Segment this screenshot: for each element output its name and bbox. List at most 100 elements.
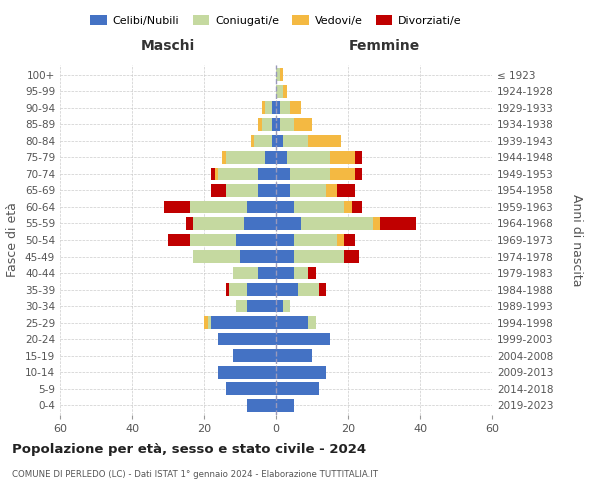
Bar bbox=[233, 266, 258, 280]
Bar bbox=[380, 217, 416, 230]
Bar bbox=[283, 300, 290, 312]
Bar bbox=[226, 151, 265, 164]
Bar bbox=[247, 200, 276, 213]
Bar bbox=[186, 217, 193, 230]
Bar bbox=[247, 300, 276, 312]
Bar bbox=[244, 217, 276, 230]
Bar bbox=[193, 250, 240, 263]
Bar bbox=[276, 85, 283, 98]
Bar bbox=[215, 168, 218, 180]
Bar bbox=[276, 332, 330, 345]
Bar bbox=[276, 316, 308, 329]
Bar bbox=[276, 184, 290, 197]
Bar bbox=[226, 184, 258, 197]
Bar bbox=[276, 349, 312, 362]
Bar bbox=[258, 266, 276, 280]
Bar bbox=[294, 250, 344, 263]
Bar bbox=[276, 250, 294, 263]
Bar bbox=[272, 102, 276, 114]
Bar bbox=[344, 234, 355, 246]
Bar bbox=[262, 102, 265, 114]
Bar bbox=[276, 200, 294, 213]
Bar bbox=[226, 283, 229, 296]
Bar bbox=[326, 184, 337, 197]
Bar bbox=[308, 134, 341, 147]
Bar bbox=[247, 283, 276, 296]
Bar bbox=[218, 366, 276, 378]
Bar bbox=[301, 217, 373, 230]
Bar bbox=[337, 184, 355, 197]
Bar bbox=[276, 102, 280, 114]
Bar bbox=[211, 184, 226, 197]
Text: Femmine: Femmine bbox=[349, 40, 419, 54]
Bar bbox=[276, 151, 287, 164]
Bar bbox=[276, 234, 294, 246]
Bar bbox=[290, 184, 326, 197]
Bar bbox=[344, 250, 359, 263]
Bar bbox=[290, 168, 330, 180]
Bar bbox=[330, 168, 355, 180]
Bar bbox=[211, 168, 215, 180]
Y-axis label: Fasce di età: Fasce di età bbox=[7, 202, 19, 278]
Bar bbox=[283, 85, 287, 98]
Bar bbox=[190, 234, 236, 246]
Bar bbox=[236, 300, 247, 312]
Bar bbox=[373, 217, 380, 230]
Bar bbox=[276, 300, 283, 312]
Bar bbox=[294, 200, 344, 213]
Bar bbox=[258, 118, 262, 131]
Bar bbox=[258, 168, 276, 180]
Bar bbox=[294, 234, 337, 246]
Bar bbox=[258, 184, 276, 197]
Bar bbox=[272, 134, 276, 147]
Bar bbox=[276, 168, 290, 180]
Bar bbox=[272, 118, 276, 131]
Text: Popolazione per età, sesso e stato civile - 2024: Popolazione per età, sesso e stato civil… bbox=[12, 442, 366, 456]
Bar bbox=[280, 118, 294, 131]
Bar bbox=[164, 200, 190, 213]
Bar bbox=[290, 102, 301, 114]
Text: COMUNE DI PERLEDO (LC) - Dati ISTAT 1° gennaio 2024 - Elaborazione TUTTITALIA.IT: COMUNE DI PERLEDO (LC) - Dati ISTAT 1° g… bbox=[12, 470, 378, 479]
Bar bbox=[276, 366, 326, 378]
Bar bbox=[337, 234, 344, 246]
Bar bbox=[355, 168, 362, 180]
Bar bbox=[190, 200, 247, 213]
Bar bbox=[294, 266, 308, 280]
Bar bbox=[193, 217, 244, 230]
Bar bbox=[355, 151, 362, 164]
Bar bbox=[208, 316, 211, 329]
Bar bbox=[276, 217, 301, 230]
Bar bbox=[276, 266, 294, 280]
Bar bbox=[308, 266, 316, 280]
Bar bbox=[226, 382, 276, 395]
Bar bbox=[247, 398, 276, 411]
Bar bbox=[283, 134, 308, 147]
Bar bbox=[254, 134, 272, 147]
Bar bbox=[280, 102, 290, 114]
Bar bbox=[276, 134, 283, 147]
Bar bbox=[211, 316, 276, 329]
Bar bbox=[308, 316, 316, 329]
Bar bbox=[352, 200, 362, 213]
Bar bbox=[218, 168, 258, 180]
Bar bbox=[218, 332, 276, 345]
Bar bbox=[262, 118, 272, 131]
Bar bbox=[319, 283, 326, 296]
Bar bbox=[265, 151, 276, 164]
Bar bbox=[240, 250, 276, 263]
Bar bbox=[276, 382, 319, 395]
Bar bbox=[251, 134, 254, 147]
Bar bbox=[168, 234, 190, 246]
Bar bbox=[233, 349, 276, 362]
Bar bbox=[276, 118, 280, 131]
Bar bbox=[287, 151, 330, 164]
Bar bbox=[330, 151, 355, 164]
Bar bbox=[298, 283, 319, 296]
Text: Maschi: Maschi bbox=[141, 40, 195, 54]
Bar bbox=[280, 68, 283, 82]
Legend: Celibi/Nubili, Coniugati/e, Vedovi/e, Divorziati/e: Celibi/Nubili, Coniugati/e, Vedovi/e, Di… bbox=[86, 10, 466, 30]
Bar bbox=[229, 283, 247, 296]
Bar bbox=[344, 200, 352, 213]
Y-axis label: Anni di nascita: Anni di nascita bbox=[570, 194, 583, 286]
Bar bbox=[276, 283, 298, 296]
